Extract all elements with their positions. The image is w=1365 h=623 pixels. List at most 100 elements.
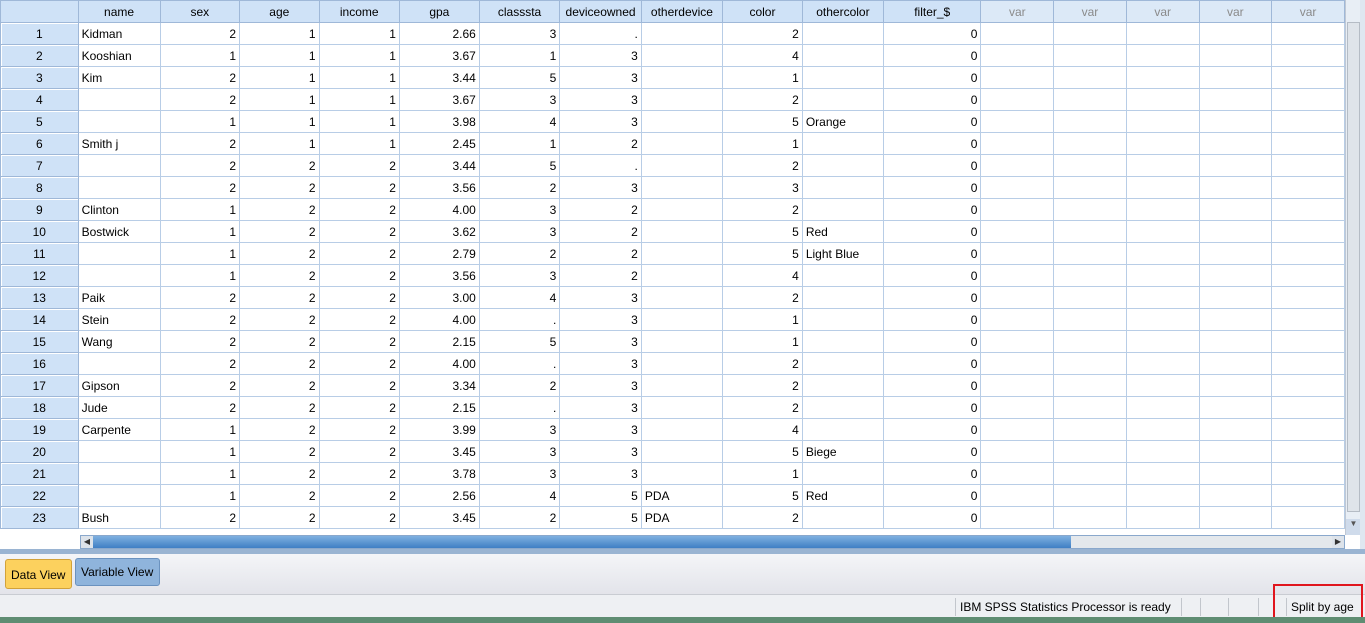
cell-classsta[interactable]: 5 — [478, 330, 561, 353]
cell-deviceowned[interactable]: 3 — [559, 286, 642, 309]
cell-gpa[interactable]: 3.00 — [398, 286, 480, 309]
cell-otherdevice[interactable] — [640, 44, 724, 67]
cell-income[interactable]: 2 — [318, 308, 400, 331]
cell-name[interactable]: Jude — [77, 396, 161, 419]
row-number[interactable]: 7 — [0, 154, 79, 177]
cell-filter[interactable]: 0 — [882, 176, 982, 199]
cell-classsta[interactable]: 2 — [478, 506, 561, 529]
cell-age[interactable]: 1 — [239, 88, 320, 111]
cell-name[interactable]: Paik — [77, 286, 161, 309]
cell-var[interactable] — [1271, 198, 1345, 221]
cell-var[interactable] — [1271, 396, 1345, 419]
cell-var[interactable] — [1198, 308, 1273, 331]
cell-income[interactable]: 2 — [318, 242, 400, 265]
cell-sex[interactable]: 2 — [159, 286, 241, 309]
row-number[interactable]: 17 — [0, 374, 79, 397]
cell-color[interactable]: 4 — [722, 418, 803, 441]
cell-gpa[interactable]: 2.79 — [398, 242, 480, 265]
cell-var[interactable] — [1125, 352, 1200, 375]
cell-var[interactable] — [1198, 198, 1273, 221]
cell-var[interactable] — [1053, 132, 1127, 155]
cell-var[interactable] — [1125, 396, 1200, 419]
cell-age[interactable]: 1 — [239, 132, 320, 155]
cell-sex[interactable]: 1 — [159, 220, 241, 243]
cell-gpa[interactable]: 3.44 — [398, 66, 480, 89]
cell-otherdevice[interactable] — [640, 396, 724, 419]
cell-sex[interactable]: 1 — [159, 264, 241, 287]
cell-othercolor[interactable] — [801, 44, 884, 67]
cell-var[interactable] — [1198, 22, 1273, 45]
cell-sex[interactable]: 2 — [159, 176, 241, 199]
row-number[interactable]: 2 — [0, 44, 79, 67]
cell-age[interactable]: 2 — [239, 330, 320, 353]
cell-gpa[interactable]: 4.00 — [398, 308, 480, 331]
cell-age[interactable]: 2 — [239, 242, 320, 265]
cell-name[interactable]: Kidman — [77, 22, 161, 45]
cell-gpa[interactable]: 3.62 — [398, 220, 480, 243]
cell-classsta[interactable]: 2 — [478, 374, 561, 397]
cell-sex[interactable]: 2 — [159, 506, 241, 529]
cell-gpa[interactable]: 3.34 — [398, 374, 480, 397]
cell-var[interactable] — [1271, 374, 1345, 397]
cell-var[interactable] — [1125, 286, 1200, 309]
cell-gpa[interactable]: 3.67 — [398, 88, 480, 111]
cell-otherdevice[interactable] — [640, 66, 724, 89]
row-number[interactable]: 15 — [0, 330, 79, 353]
cell-name[interactable] — [77, 484, 161, 507]
cell-var[interactable] — [1125, 22, 1200, 45]
vertical-scrollbar[interactable]: ▼ — [1345, 0, 1361, 535]
cell-var[interactable] — [980, 242, 1055, 265]
column-header[interactable]: otherdevice — [640, 0, 724, 23]
cell-sex[interactable]: 1 — [159, 418, 241, 441]
cell-otherdevice[interactable] — [640, 198, 724, 221]
cell-gpa[interactable]: 3.67 — [398, 44, 480, 67]
cell-othercolor[interactable] — [801, 66, 884, 89]
splitter-handle[interactable] — [1360, 0, 1365, 552]
cell-name[interactable] — [77, 264, 161, 287]
row-number[interactable]: 20 — [0, 440, 79, 463]
cell-gpa[interactable]: 4.00 — [398, 352, 480, 375]
column-header[interactable]: classsta — [478, 0, 561, 23]
cell-othercolor[interactable] — [801, 132, 884, 155]
cell-othercolor[interactable] — [801, 176, 884, 199]
cell-age[interactable]: 1 — [239, 22, 320, 45]
cell-var[interactable] — [1053, 330, 1127, 353]
cell-var[interactable] — [980, 198, 1055, 221]
cell-var[interactable] — [1125, 110, 1200, 133]
cell-var[interactable] — [980, 440, 1055, 463]
column-header[interactable]: var — [1198, 0, 1273, 23]
cell-color[interactable]: 2 — [722, 396, 803, 419]
cell-filter[interactable]: 0 — [882, 66, 982, 89]
cell-classsta[interactable]: 3 — [478, 418, 561, 441]
cell-var[interactable] — [1053, 484, 1127, 507]
cell-var[interactable] — [1053, 242, 1127, 265]
cell-classsta[interactable]: 2 — [478, 176, 561, 199]
cell-deviceowned[interactable]: 3 — [559, 462, 642, 485]
cell-var[interactable] — [1125, 44, 1200, 67]
column-header[interactable]: color — [722, 0, 803, 23]
cell-var[interactable] — [1053, 220, 1127, 243]
cell-var[interactable] — [1271, 154, 1345, 177]
cell-othercolor[interactable] — [801, 462, 884, 485]
cell-var[interactable] — [1271, 308, 1345, 331]
cell-deviceowned[interactable]: 3 — [559, 66, 642, 89]
cell-otherdevice[interactable] — [640, 418, 724, 441]
cell-income[interactable]: 1 — [318, 22, 400, 45]
cell-var[interactable] — [1125, 462, 1200, 485]
scroll-thumb[interactable] — [93, 536, 1071, 548]
cell-othercolor[interactable] — [801, 418, 884, 441]
cell-age[interactable]: 2 — [239, 484, 320, 507]
cell-filter[interactable]: 0 — [882, 44, 982, 67]
cell-age[interactable]: 2 — [239, 418, 320, 441]
cell-var[interactable] — [1198, 66, 1273, 89]
cell-color[interactable]: 5 — [722, 242, 803, 265]
cell-othercolor[interactable]: Biege — [801, 440, 884, 463]
cell-deviceowned[interactable]: 3 — [559, 308, 642, 331]
cell-var[interactable] — [1198, 176, 1273, 199]
column-header[interactable]: var — [1125, 0, 1200, 23]
row-number[interactable]: 14 — [0, 308, 79, 331]
cell-color[interactable]: 1 — [722, 330, 803, 353]
cell-gpa[interactable]: 3.78 — [398, 462, 480, 485]
cell-filter[interactable]: 0 — [882, 132, 982, 155]
cell-var[interactable] — [980, 88, 1055, 111]
